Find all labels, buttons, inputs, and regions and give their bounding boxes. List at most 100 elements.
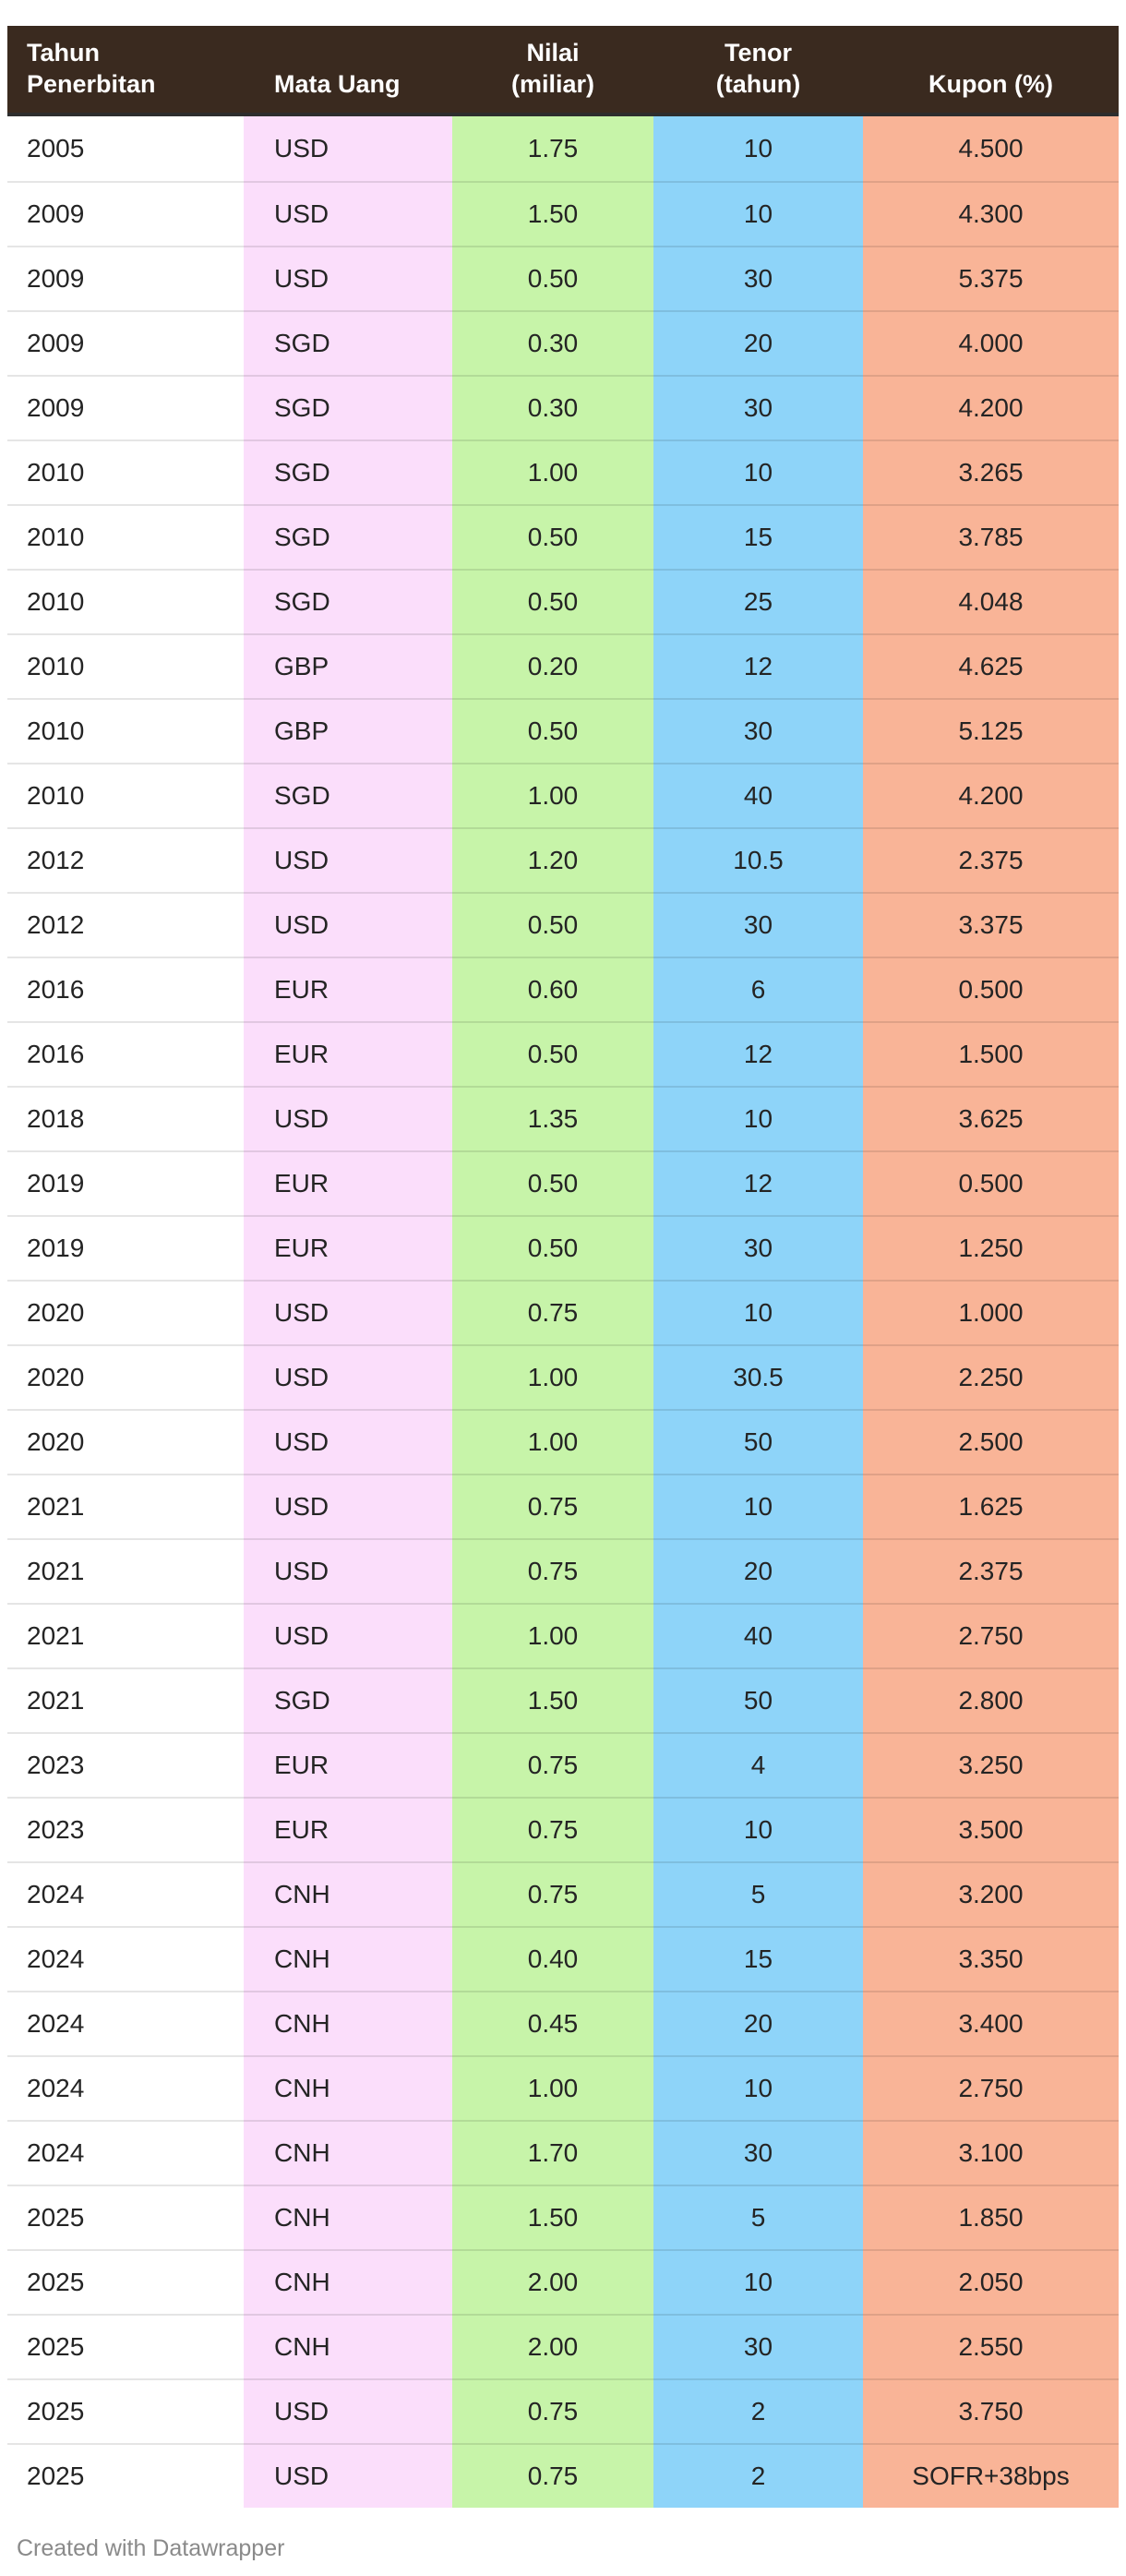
table-cell: 10 — [653, 181, 863, 246]
table-cell: 3.500 — [863, 1797, 1119, 1861]
table-cell: 2.250 — [863, 1344, 1119, 1409]
table-cell: 10 — [653, 1797, 863, 1861]
table-cell: USD — [244, 116, 452, 181]
table-cell: 2.800 — [863, 1667, 1119, 1732]
table-cell: 0.50 — [452, 504, 653, 569]
table-row: 2009 USD 0.50 30 5.375 — [7, 246, 1119, 310]
table-cell: CNH — [244, 1926, 452, 1991]
table-cell: 10 — [653, 439, 863, 504]
table-cell: 2024 — [7, 2120, 244, 2185]
table-cell: 0.60 — [452, 957, 653, 1021]
table-row: 2009 USD 1.50 10 4.300 — [7, 181, 1119, 246]
table-row: 2025 USD 0.75 2 3.750 — [7, 2378, 1119, 2443]
table-cell: 20 — [653, 1538, 863, 1603]
table-cell: 20 — [653, 1991, 863, 2055]
table-cell: 1.75 — [452, 116, 653, 181]
table-cell: USD — [244, 892, 452, 957]
table-cell: 2018 — [7, 1086, 244, 1150]
table-row: 2024 CNH 0.75 5 3.200 — [7, 1861, 1119, 1926]
table-cell: 2 — [653, 2378, 863, 2443]
table-cell: EUR — [244, 1150, 452, 1215]
table-cell: 10 — [653, 1086, 863, 1150]
table-cell: 2012 — [7, 892, 244, 957]
table-cell: 2.550 — [863, 2314, 1119, 2378]
table-cell: CNH — [244, 2185, 452, 2249]
table-row: 2024 CNH 1.70 30 3.100 — [7, 2120, 1119, 2185]
table-cell: 2009 — [7, 246, 244, 310]
table-cell: 1.00 — [452, 1344, 653, 1409]
table-cell: 30 — [653, 698, 863, 763]
table-row: 2024 CNH 0.45 20 3.400 — [7, 1991, 1119, 2055]
table-cell: 2025 — [7, 2378, 244, 2443]
table-cell: 0.500 — [863, 957, 1119, 1021]
datawrapper-credit-link[interactable]: Created with Datawrapper — [17, 2535, 285, 2561]
table-cell: 30 — [653, 1215, 863, 1280]
table-cell: 1.250 — [863, 1215, 1119, 1280]
table-cell: 3.100 — [863, 2120, 1119, 2185]
table-cell: 2016 — [7, 957, 244, 1021]
table-cell: USD — [244, 1603, 452, 1667]
table-cell: 0.50 — [452, 1215, 653, 1280]
table-cell: 30 — [653, 2120, 863, 2185]
table-header-row: Tahun Penerbitan Mata Uang Nilai (miliar… — [7, 26, 1119, 116]
column-header-mata-uang: Mata Uang — [244, 26, 452, 116]
table-cell: CNH — [244, 2249, 452, 2314]
table-cell: CNH — [244, 2055, 452, 2120]
table-cell: 25 — [653, 569, 863, 633]
table-cell: 40 — [653, 763, 863, 827]
table-cell: 2016 — [7, 1021, 244, 1086]
table-cell: 0.75 — [452, 2378, 653, 2443]
table-cell: 2021 — [7, 1603, 244, 1667]
table-cell: 10 — [653, 2055, 863, 2120]
table-row: 2020 USD 1.00 30.5 2.250 — [7, 1344, 1119, 1409]
table-cell: 2009 — [7, 181, 244, 246]
table-cell: 2025 — [7, 2185, 244, 2249]
table-cell: SOFR+38bps — [863, 2443, 1119, 2508]
table-row: 2021 USD 0.75 20 2.375 — [7, 1538, 1119, 1603]
column-header-nilai-miliar: Nilai (miliar) — [452, 26, 653, 116]
table-cell: 4 — [653, 1732, 863, 1797]
table-row: 2010 SGD 0.50 25 4.048 — [7, 569, 1119, 633]
table-cell: CNH — [244, 2120, 452, 2185]
table-cell: 2021 — [7, 1538, 244, 1603]
table-cell: 3.265 — [863, 439, 1119, 504]
table-cell: 2.375 — [863, 827, 1119, 892]
table-cell: 0.50 — [452, 1021, 653, 1086]
table-row: 2025 CNH 1.50 5 1.850 — [7, 2185, 1119, 2249]
table-row: 2012 USD 0.50 30 3.375 — [7, 892, 1119, 957]
table-cell: SGD — [244, 763, 452, 827]
table-row: 2025 CNH 2.00 10 2.050 — [7, 2249, 1119, 2314]
table-cell: SGD — [244, 375, 452, 439]
table-row: 2005 USD 1.75 10 4.500 — [7, 116, 1119, 181]
column-header-kupon-persen: Kupon (%) — [863, 26, 1119, 116]
table-row: 2021 USD 1.00 40 2.750 — [7, 1603, 1119, 1667]
table-cell: 2.500 — [863, 1409, 1119, 1474]
table-cell: 10.5 — [653, 827, 863, 892]
table-cell: 0.50 — [452, 892, 653, 957]
table-cell: 2025 — [7, 2443, 244, 2508]
table-cell: 4.000 — [863, 310, 1119, 375]
table-cell: 0.30 — [452, 310, 653, 375]
table-cell: CNH — [244, 1861, 452, 1926]
table-cell: 2021 — [7, 1474, 244, 1538]
table-cell: 30 — [653, 2314, 863, 2378]
table-cell: 1.00 — [452, 439, 653, 504]
table-cell: 4.200 — [863, 375, 1119, 439]
table-cell: USD — [244, 1474, 452, 1538]
table-cell: SGD — [244, 1667, 452, 1732]
table-cell: 2010 — [7, 698, 244, 763]
table-cell: USD — [244, 1280, 452, 1344]
table-cell: 2012 — [7, 827, 244, 892]
table-row: 2023 EUR 0.75 4 3.250 — [7, 1732, 1119, 1797]
table-row: 2019 EUR 0.50 12 0.500 — [7, 1150, 1119, 1215]
table-cell: EUR — [244, 1797, 452, 1861]
table-row: 2020 USD 1.00 50 2.500 — [7, 1409, 1119, 1474]
table-cell: 2019 — [7, 1215, 244, 1280]
table-cell: 2010 — [7, 504, 244, 569]
column-header-tahun-penerbitan: Tahun Penerbitan — [7, 26, 244, 116]
table-cell: 2.050 — [863, 2249, 1119, 2314]
table-cell: 1.00 — [452, 1603, 653, 1667]
table-cell: 12 — [653, 1021, 863, 1086]
table-cell: 4.048 — [863, 569, 1119, 633]
table-cell: 2.00 — [452, 2314, 653, 2378]
